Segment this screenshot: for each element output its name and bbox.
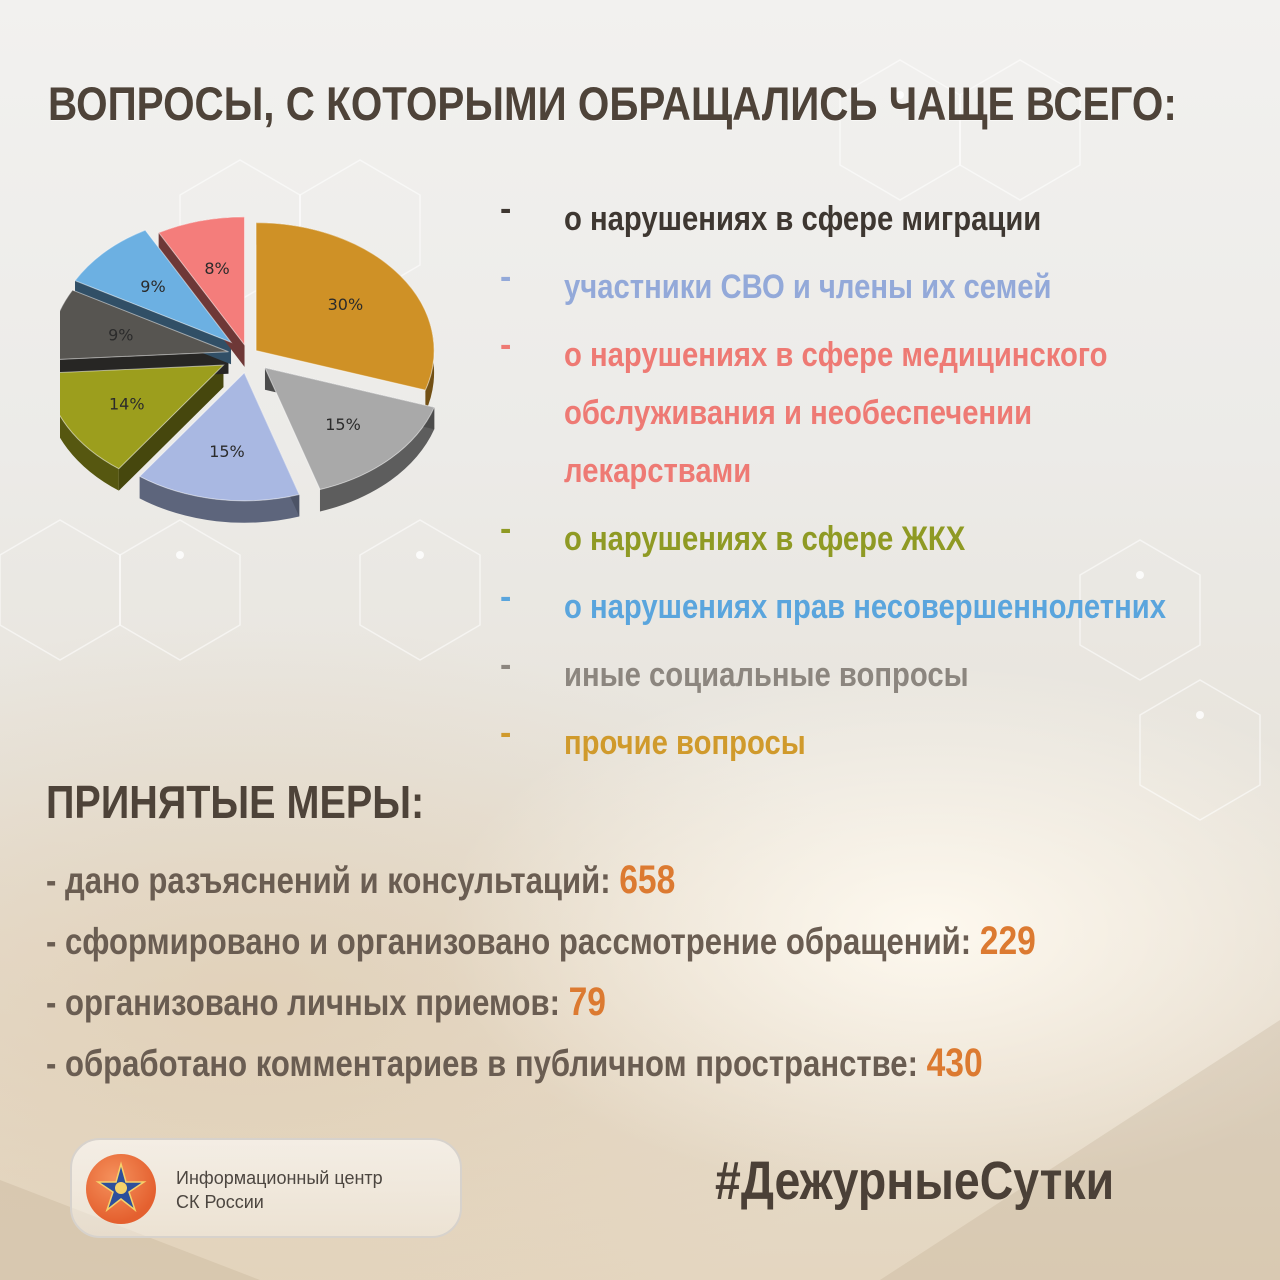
pie-data-label: 30%	[328, 295, 364, 314]
measure-item: - организовано личных приемов: 79	[46, 972, 1036, 1033]
legend-item: - иные социальные вопросы	[500, 646, 1260, 704]
logo-line-1: Информационный центр	[176, 1168, 383, 1188]
measure-value: 229	[979, 919, 1036, 963]
measure-value: 79	[568, 980, 607, 1024]
pie-slice-side	[60, 415, 119, 491]
pie-slice	[157, 216, 246, 347]
logo-badge: Информационный центр СК России	[70, 1138, 462, 1238]
legend-label: о нарушениях в сфере ЖКХ	[564, 520, 966, 558]
emblem-icon	[86, 1154, 156, 1224]
pie-data-label: 14%	[109, 394, 145, 413]
legend-label: иные социальные вопросы	[564, 656, 969, 694]
pie-data-label: 15%	[209, 442, 245, 461]
legend-item: - участники СВО и члены их семей	[500, 258, 1260, 316]
legend-item: - прочие вопросы	[500, 714, 1260, 772]
pie-slice	[264, 367, 435, 491]
legend-label: участники СВО и члены их семей	[564, 268, 1052, 306]
measure-value: 430	[926, 1041, 983, 1085]
pie-data-label: 15%	[325, 415, 361, 434]
legend: - о нарушениях в сфере миграции - участн…	[500, 190, 1260, 782]
legend-item: - о нарушениях в сфере ЖКХ	[500, 510, 1260, 568]
legend-dash: -	[500, 326, 512, 364]
pie-slice-side	[319, 407, 435, 512]
legend-dash: -	[500, 578, 512, 616]
pie-chart: 30% 15% 15% 14% 9% 9% 8%	[60, 216, 435, 523]
legend-item: - о нарушениях в сфере миграции	[500, 190, 1260, 248]
pie-slice	[60, 364, 225, 470]
measure-text: - организовано личных приемов:	[46, 982, 569, 1023]
logo-text: Информационный центр СК России	[176, 1166, 383, 1214]
measure-text: - сформировано и организовано рассмотрен…	[46, 921, 980, 962]
measures-list: - дано разъяснений и консультаций: 658 -…	[46, 850, 1224, 1094]
legend-dash: -	[500, 190, 512, 228]
measure-text: - обработано комментариев в публичном пр…	[46, 1043, 927, 1084]
measure-item: - обработано комментариев в публичном пр…	[46, 1033, 1036, 1094]
legend-dash: -	[500, 714, 512, 752]
measure-item: - сформировано и организовано рассмотрен…	[46, 911, 1036, 972]
logo-line-2: СК России	[176, 1192, 264, 1212]
pie-data-label: 8%	[204, 259, 229, 278]
measure-value: 658	[619, 858, 676, 902]
pie-data-label: 9%	[108, 325, 133, 344]
pie-slice	[138, 371, 300, 502]
legend-item: - о нарушениях в сфере медицинского обсл…	[500, 326, 1260, 500]
measure-text: - дано разъяснений и консультаций:	[46, 860, 620, 901]
pie-slice	[74, 229, 233, 344]
legend-label: о нарушениях в сфере миграции	[564, 200, 1042, 238]
hashtag: #ДежурныеСутки	[715, 1151, 1115, 1211]
legend-item: - о нарушениях прав несовершеннолетних	[500, 578, 1260, 636]
page-title: ВОПРОСЫ, С КОТОРЫМИ ОБРАЩАЛИСЬ ЧАЩЕ ВСЕГ…	[48, 77, 1177, 130]
legend-dash: -	[500, 646, 512, 684]
legend-label: о нарушениях в сфере медицинского обслуж…	[564, 336, 1108, 490]
pie-slice-wall	[118, 365, 224, 491]
legend-label: прочие вопросы	[564, 724, 806, 762]
legend-dash: -	[500, 510, 512, 548]
measures-title: ПРИНЯТЫЕ МЕРЫ:	[46, 776, 425, 828]
measure-item: - дано разъяснений и консультаций: 658	[46, 850, 1036, 911]
pie-slice	[255, 222, 435, 391]
pie-slice	[60, 289, 229, 360]
legend-label: о нарушениях прав несовершеннолетних	[564, 588, 1166, 626]
legend-dash: -	[500, 258, 512, 296]
pie-data-label: 9%	[140, 277, 165, 296]
